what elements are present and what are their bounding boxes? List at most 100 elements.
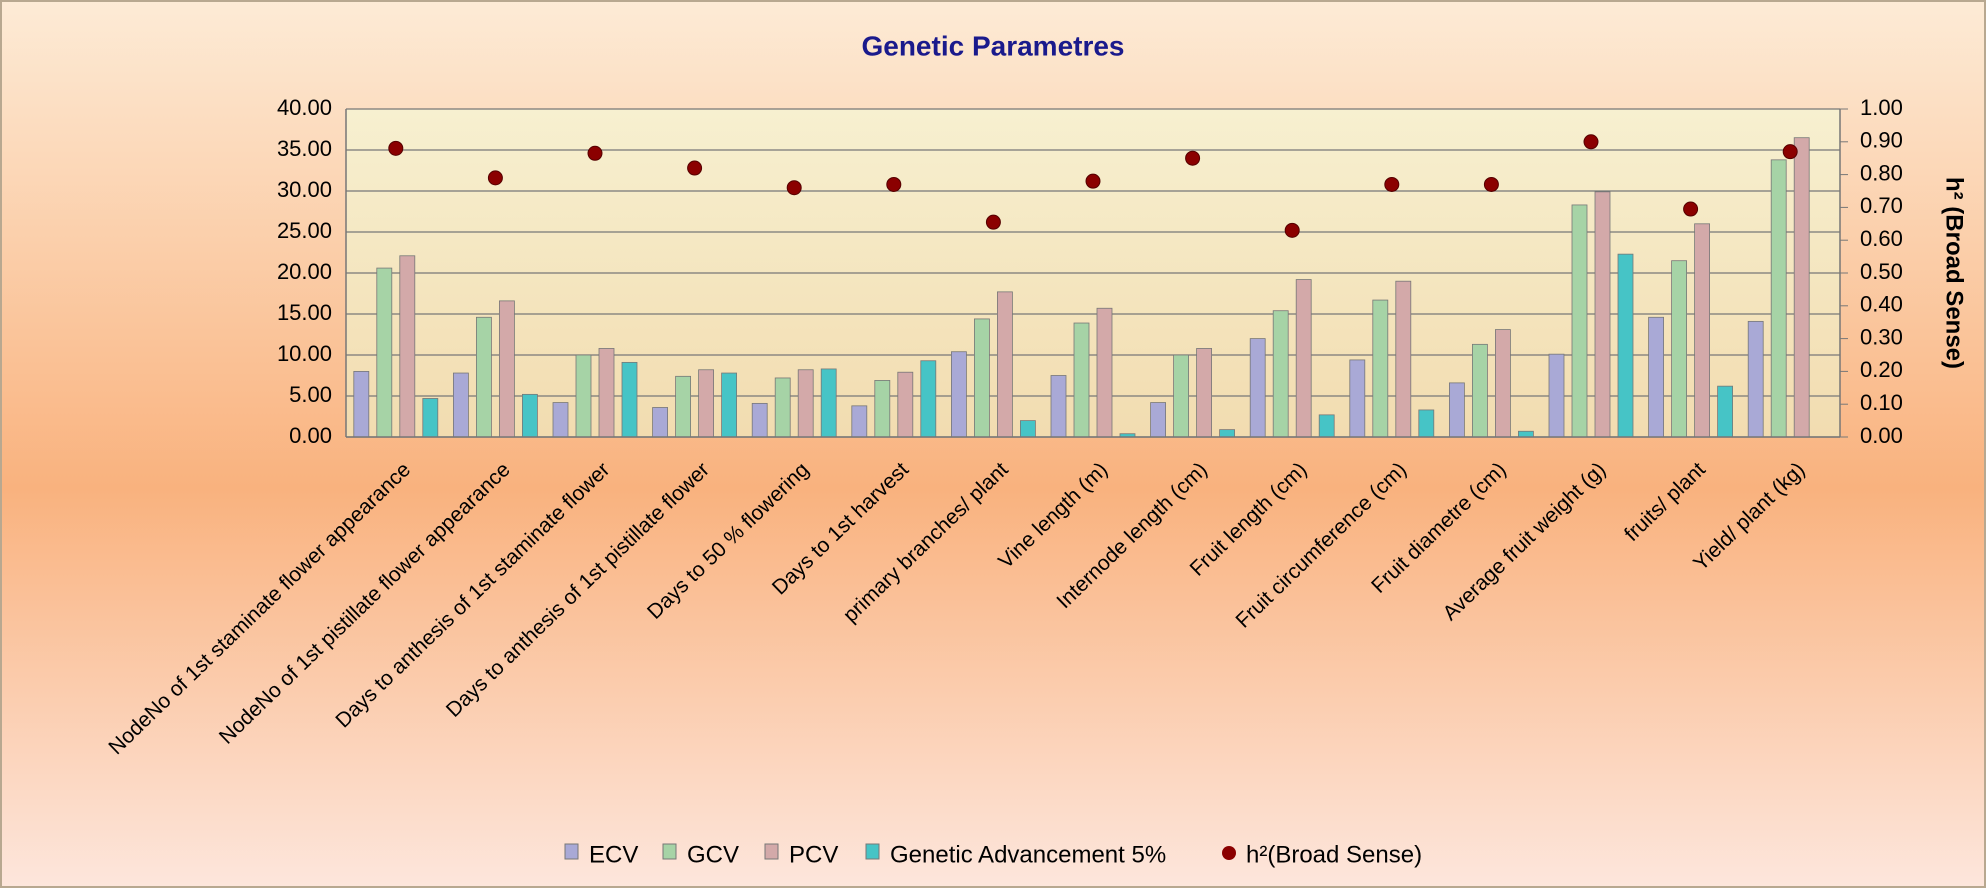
bar bbox=[452, 372, 469, 438]
h2-point bbox=[1085, 173, 1101, 189]
bar bbox=[1495, 329, 1511, 438]
y-tick-label: 30.00 bbox=[277, 177, 332, 202]
y-tick-label: 15.00 bbox=[277, 300, 332, 325]
bar bbox=[1349, 359, 1366, 438]
bar bbox=[1020, 420, 1036, 438]
bar bbox=[1219, 429, 1235, 438]
y2-tick-label: 0.70 bbox=[1860, 193, 1903, 218]
bar bbox=[1050, 375, 1067, 438]
y2-tick-label: 0.60 bbox=[1860, 226, 1903, 251]
bar bbox=[1571, 204, 1588, 438]
h2-point bbox=[1483, 176, 1499, 192]
y2-tick-label: 0.90 bbox=[1860, 128, 1903, 153]
legend-swatch bbox=[764, 843, 779, 860]
y2-tick-label: 0.40 bbox=[1860, 292, 1903, 317]
bar bbox=[1173, 354, 1189, 438]
y2-tick-label: 0.80 bbox=[1860, 160, 1903, 185]
bar bbox=[1449, 382, 1465, 438]
bar bbox=[1150, 402, 1166, 438]
bar bbox=[1518, 430, 1534, 438]
chart-title: Genetic Parametres bbox=[861, 30, 1124, 61]
legend-swatch bbox=[865, 843, 880, 860]
h2-point bbox=[388, 140, 404, 156]
legend-swatch bbox=[1222, 846, 1236, 860]
y2-axis-title: h² (Broad Sense) bbox=[1941, 177, 1968, 369]
legend-label: Genetic Advancement 5% bbox=[890, 841, 1166, 868]
bar bbox=[1372, 299, 1389, 438]
y-tick-label: 25.00 bbox=[277, 218, 332, 243]
h2-point bbox=[786, 180, 802, 196]
bar bbox=[353, 370, 370, 438]
h2-point bbox=[587, 145, 603, 161]
bar bbox=[1418, 409, 1435, 438]
y2-tick-label: 0.50 bbox=[1860, 259, 1903, 284]
bar bbox=[1671, 260, 1687, 438]
legend-label: PCV bbox=[789, 841, 838, 868]
bar bbox=[1617, 253, 1634, 438]
bar bbox=[1770, 159, 1787, 438]
bar bbox=[399, 255, 416, 438]
bar bbox=[698, 369, 714, 438]
bar bbox=[1249, 338, 1266, 438]
legend-label: ECV bbox=[589, 841, 638, 868]
h2-point bbox=[985, 214, 1001, 230]
bar bbox=[376, 267, 393, 438]
bar bbox=[774, 377, 791, 438]
bar bbox=[522, 393, 538, 438]
y-tick-label: 10.00 bbox=[277, 341, 332, 366]
bar bbox=[1096, 307, 1113, 438]
bar bbox=[575, 354, 592, 438]
bar bbox=[1295, 279, 1312, 438]
bar bbox=[598, 348, 615, 438]
y2-tick-label: 0.30 bbox=[1860, 324, 1903, 349]
bar bbox=[1648, 316, 1664, 438]
bar bbox=[1717, 385, 1733, 438]
bar bbox=[721, 372, 737, 438]
y2-tick-label: 0.00 bbox=[1860, 423, 1903, 448]
h2-point bbox=[487, 170, 503, 186]
bar bbox=[1694, 223, 1710, 438]
bar bbox=[1318, 414, 1335, 438]
bar bbox=[621, 361, 638, 438]
bar bbox=[897, 371, 914, 438]
bar bbox=[1073, 322, 1090, 438]
y-tick-label: 5.00 bbox=[289, 382, 332, 407]
bar bbox=[997, 291, 1013, 438]
bar bbox=[820, 368, 837, 438]
h2-point bbox=[1284, 222, 1300, 238]
legend-label: h²(Broad Sense) bbox=[1246, 841, 1422, 868]
h2-point bbox=[1782, 144, 1798, 160]
h2-point bbox=[1683, 201, 1699, 217]
bar bbox=[1747, 320, 1764, 438]
h2-point bbox=[1185, 150, 1201, 166]
bar bbox=[1196, 348, 1212, 438]
bar bbox=[675, 375, 691, 438]
bar bbox=[974, 318, 990, 438]
bar bbox=[1395, 280, 1412, 438]
bar bbox=[920, 360, 937, 438]
h2-point bbox=[886, 176, 902, 192]
bar bbox=[652, 407, 668, 438]
bar bbox=[498, 300, 515, 438]
legend-swatch bbox=[564, 843, 579, 860]
y-tick-label: 40.00 bbox=[277, 95, 332, 120]
y-tick-label: 35.00 bbox=[277, 136, 332, 161]
legend-swatch bbox=[662, 843, 677, 860]
bar bbox=[1548, 353, 1565, 438]
bar bbox=[951, 351, 967, 438]
bar bbox=[475, 316, 492, 438]
bar bbox=[797, 369, 814, 438]
bar bbox=[1472, 343, 1488, 438]
y2-tick-label: 0.20 bbox=[1860, 357, 1903, 382]
h2-point bbox=[1583, 134, 1599, 150]
bar bbox=[1594, 191, 1611, 438]
h2-point bbox=[687, 160, 703, 176]
bar bbox=[751, 402, 768, 438]
y-tick-label: 20.00 bbox=[277, 259, 332, 284]
bar bbox=[422, 398, 439, 438]
bar bbox=[1793, 137, 1810, 438]
h2-point bbox=[1384, 176, 1400, 192]
bar bbox=[552, 402, 569, 438]
y2-tick-label: 0.10 bbox=[1860, 390, 1903, 415]
